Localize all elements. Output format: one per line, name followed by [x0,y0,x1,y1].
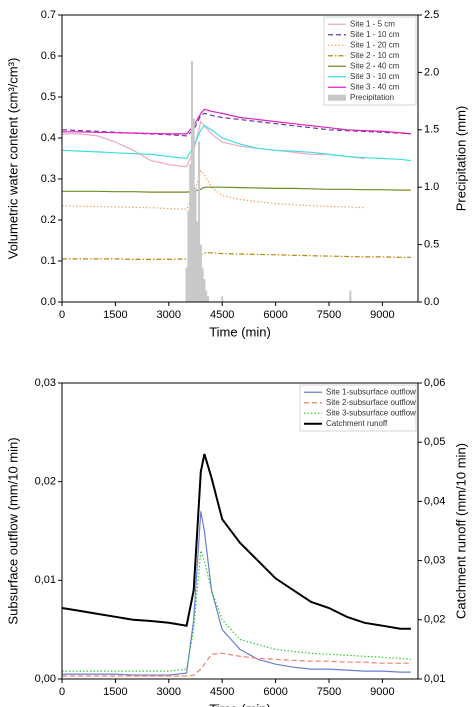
legend-label: Catchment runoff [326,419,388,428]
y-tick-label: 0.2 [41,214,56,226]
precipitation-bar [203,279,206,302]
precipitation-bar [199,244,202,302]
x-tick-label: 1500 [103,686,127,698]
precipitation-bar [190,60,193,302]
precipitation-bar [187,210,190,302]
legend-label: Site 1 - 10 cm [350,30,400,39]
x-tick-label: 4500 [210,686,234,698]
y2-tick-label: 0,02 [424,614,445,626]
legend-label: Site 2 - 40 cm [350,61,400,70]
y2-tick-label: 0,06 [424,377,445,389]
precipitation-bar [192,118,195,302]
precipitation-bar [349,290,352,302]
series-line [62,550,411,672]
legend-label: Precipitation [350,93,394,102]
series-line [61,453,411,630]
y2-tick-label: 0,03 [424,555,445,567]
legend-label: Site 3-subsurface outflow [326,408,416,417]
x-tick-label: 4500 [210,309,234,321]
x-tick-label: 6000 [263,686,287,698]
series-line [61,169,365,210]
y2-tick-label: 2.0 [424,66,439,78]
y-tick-label: 0,01 [35,574,56,586]
precipitation-bar [198,141,201,302]
x-axis-title: Time (min) [209,701,271,707]
series-line [62,120,365,168]
precipitation-bar [221,296,224,302]
legend-label: Site 3 - 10 cm [350,72,400,81]
y2-tick-label: 1.0 [424,181,439,193]
x-tick-label: 7500 [317,309,341,321]
series-line [61,124,411,162]
y2-tick-label: 0,04 [424,495,445,507]
y-tick-label: 0,02 [35,476,56,488]
legend-label: Site 2 - 10 cm [350,51,400,60]
precipitation-bar [194,187,197,302]
y2-axis-title: Catchment runoff (mm/10 min) [453,443,468,619]
series-line [62,652,411,677]
series-line [62,252,411,260]
legend-label: Site 1 - 5 cm [350,19,395,28]
x-tick-label: 9000 [370,309,394,321]
plot-frame [61,382,419,680]
precipitation-bar [201,267,204,302]
y-tick-label: 0.5 [41,91,56,103]
y-tick-label: 0.4 [41,132,56,144]
x-axis-title: Time (min) [209,324,271,339]
x-tick-label: 7500 [317,686,341,698]
y2-tick-label: 0.0 [424,296,439,308]
y2-tick-label: 0.5 [424,239,439,251]
legend-label: Site 1-subsurface outflow [326,387,416,396]
y-axis-title: Volumetric water content (cm³/cm³) [5,58,20,260]
y-tick-label: 0.3 [41,173,56,185]
y-tick-label: 0.6 [41,50,56,62]
y2-tick-label: 0,01 [424,673,445,685]
y-tick-label: 0.7 [41,9,56,21]
legend-box [323,16,417,106]
series-line [62,511,411,676]
series-line [62,108,411,135]
precipitation-bar [196,221,199,302]
y-tick-label: 0.1 [41,255,56,267]
series-line [62,186,411,193]
plot-frame [61,14,419,303]
y-tick-label: 0.0 [41,296,56,308]
y2-tick-label: 1.5 [424,124,439,136]
legend-label: Site 1 - 20 cm [350,40,400,49]
x-tick-label: 3000 [157,686,181,698]
y-tick-label: 0,00 [35,673,56,685]
x-tick-label: 6000 [263,309,287,321]
y2-axis-title: Precipitation (mm) [453,106,468,211]
x-tick-label: 0 [59,309,65,321]
x-tick-label: 0 [59,686,65,698]
x-tick-label: 1500 [103,309,127,321]
x-tick-label: 3000 [157,309,181,321]
precipitation-bar [206,296,209,302]
y-tick-label: 0,03 [35,377,56,389]
y2-tick-label: 2.5 [424,9,439,21]
precipitation-bar [185,267,188,302]
x-tick-label: 9000 [370,686,394,698]
legend-label: Site 2-subsurface outflow [326,398,416,407]
legend-swatch [328,94,346,101]
y-axis-title: Subsurface outflow (mm/10 min) [5,437,20,624]
legend-label: Site 3 - 40 cm [350,82,400,91]
precipitation-bar [205,290,208,302]
y2-tick-label: 0,05 [424,436,445,448]
precipitation-bar [189,164,192,302]
